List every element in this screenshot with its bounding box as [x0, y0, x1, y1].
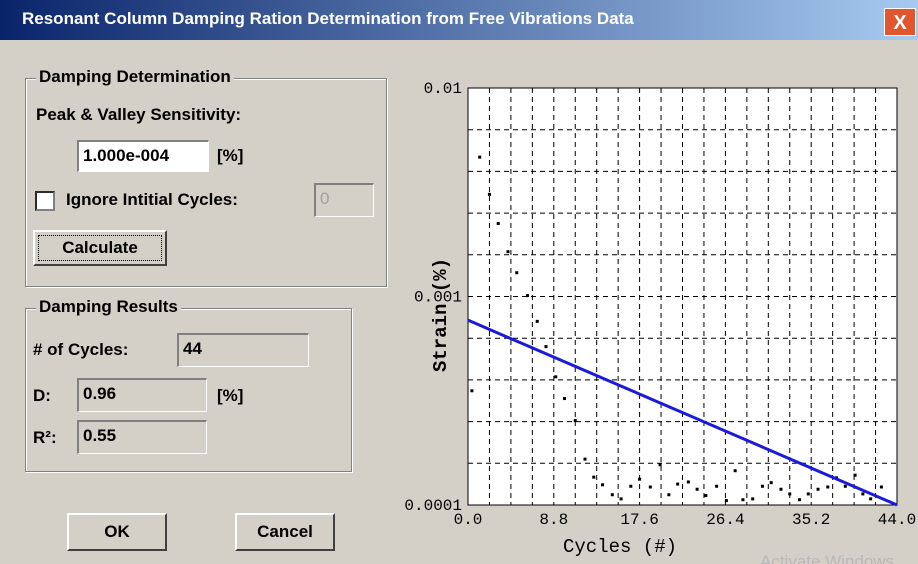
- data-point: [525, 294, 529, 298]
- data-point: [704, 494, 708, 498]
- fit-line: [467, 318, 898, 507]
- data-point: [798, 498, 801, 502]
- data-point: [676, 482, 680, 486]
- label: R²:: [33, 428, 57, 447]
- calculate-button[interactable]: Calculate: [33, 230, 167, 266]
- data-point: [741, 498, 745, 502]
- data-point: [861, 492, 865, 496]
- data-point: [667, 493, 671, 497]
- y-tick-label: 0.001: [414, 289, 462, 307]
- window-title: Resonant Column Damping Ration Determina…: [22, 9, 634, 28]
- data-point: [733, 469, 737, 473]
- data-point: [506, 250, 510, 254]
- data-point: [760, 484, 764, 488]
- label: # of Cycles:: [33, 340, 129, 359]
- data-point: [601, 483, 605, 487]
- data-point: [869, 497, 873, 501]
- data-point: [779, 487, 783, 491]
- data-point: [648, 485, 652, 489]
- data-point: [478, 155, 482, 159]
- data-point: [826, 485, 830, 489]
- y-tick-label: 0.01: [424, 80, 462, 98]
- data-point: [638, 477, 642, 481]
- data-point: [544, 345, 548, 349]
- data-point: [496, 221, 500, 225]
- unit: [%]: [217, 146, 244, 165]
- r2-field: 0.55: [77, 420, 207, 454]
- data-point: [619, 497, 623, 501]
- data-point: [751, 497, 755, 501]
- group-box: [25, 308, 352, 472]
- x-tick-label: 44.0: [878, 511, 916, 529]
- title-bar: [0, 0, 918, 40]
- checkbox[interactable]: [35, 191, 55, 211]
- x-tick-label: 26.4: [706, 511, 744, 529]
- data-point: [554, 375, 558, 379]
- sensitivity-input[interactable]: 1.000e-004: [77, 140, 209, 172]
- data-point: [610, 493, 614, 497]
- data-point: [583, 457, 587, 461]
- group-label: Damping Results: [36, 297, 181, 317]
- data-point: [592, 475, 596, 479]
- data-point: [535, 319, 539, 323]
- x-tick-label: 0.0: [454, 511, 483, 529]
- y-tick-label: 0.0001: [404, 497, 462, 515]
- y-axis-label: Strain (%): [430, 258, 452, 372]
- data-point: [853, 473, 857, 477]
- data-point: [470, 389, 474, 393]
- data-point: [573, 419, 577, 423]
- data-point: [487, 192, 491, 196]
- unit: [%]: [217, 386, 244, 405]
- data-point: [806, 492, 810, 496]
- cancel-button[interactable]: Cancel: [235, 513, 335, 551]
- data-point: [658, 463, 662, 467]
- data-point: [769, 481, 773, 485]
- group-label: Damping Determination: [36, 67, 234, 87]
- label: D:: [33, 386, 51, 405]
- data-point: [695, 487, 699, 491]
- data-point: [686, 480, 690, 484]
- x-tick-label: 35.2: [792, 511, 830, 529]
- label: Ignore Intitial Cycles:: [66, 190, 238, 209]
- data-point: [788, 492, 792, 496]
- d-field: 0.96: [77, 378, 207, 412]
- cycles-field: 44: [177, 333, 309, 367]
- data-point: [879, 485, 883, 489]
- x-tick-label: 8.8: [539, 511, 568, 529]
- data-point: [816, 487, 820, 491]
- ok-button[interactable]: OK: [67, 513, 167, 551]
- data-point: [629, 484, 633, 488]
- x-axis-label: Cycles (#): [563, 536, 677, 558]
- data-point: [724, 499, 728, 503]
- data-point: [515, 271, 519, 275]
- ignore-input[interactable]: 0: [314, 183, 374, 217]
- label: Peak & Valley Sensitivity:: [36, 105, 242, 124]
- x-tick-label: 17.6: [620, 511, 658, 529]
- watermark: Activate Windows: [760, 552, 894, 564]
- data-point: [715, 484, 719, 488]
- close-button[interactable]: X: [884, 8, 916, 36]
- data-point: [563, 397, 567, 401]
- data-point: [843, 484, 847, 488]
